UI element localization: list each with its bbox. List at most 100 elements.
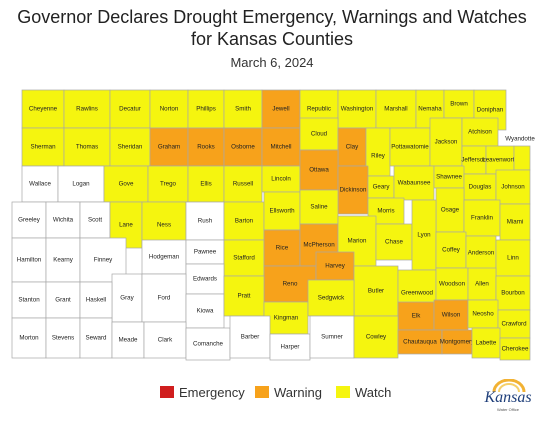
county-hodgeman: Hodgeman (141, 239, 187, 275)
county-lincoln: Lincoln (261, 165, 301, 193)
county-shape (499, 337, 531, 361)
county-label: Stevens (52, 335, 74, 342)
county-stevens: Stevens (45, 317, 81, 359)
county-gove: Gove (103, 165, 149, 203)
county-label: Trego (160, 181, 176, 188)
county-layer: Cheyenne Rawlins Decatur Norton Phillips Smit… (11, 89, 535, 361)
county-label: Crawford (501, 321, 527, 328)
county-shape (433, 299, 469, 331)
county-label: Logan (72, 181, 90, 188)
county-label: Harper (281, 344, 300, 351)
county-shape (497, 309, 531, 339)
map-title: Governor Declares Drought Emergency, War… (0, 6, 544, 50)
county-label: Cowley (366, 334, 387, 341)
county-shape (263, 229, 301, 267)
county-label: Osborne (231, 144, 255, 151)
county-shape (21, 127, 65, 167)
county-sherman: Sherman (21, 127, 65, 167)
county-label: Neosho (472, 311, 494, 318)
county-barton: Barton (223, 201, 265, 241)
county-label: Geary (373, 184, 391, 191)
county-kingman: Kingman (263, 301, 309, 335)
county-smith: Smith (223, 89, 263, 129)
county-shape (223, 89, 263, 129)
county-shape (299, 189, 339, 225)
county-label: Lincoln (271, 176, 291, 183)
county-shape (229, 315, 271, 359)
county-shape (513, 145, 531, 171)
county-label: Pawnee (194, 249, 217, 256)
county-label: Ottawa (309, 167, 329, 174)
county-shape (45, 201, 81, 239)
county-shape (143, 321, 187, 359)
county-ottawa: Ottawa (299, 149, 339, 191)
legend-label-watch: Watch (355, 384, 392, 400)
county-atchison: Atchison (461, 117, 499, 147)
county-wilson: Wilson (433, 299, 469, 331)
county-label: Wabaunsee (398, 180, 431, 187)
county-shape (263, 265, 317, 303)
county-shape (499, 203, 531, 241)
county-shape (495, 169, 531, 205)
county-montgomery: Montgomery (440, 329, 475, 355)
county-kiowa: Kiowa (185, 293, 225, 329)
legend-item-watch: Watch (336, 384, 391, 400)
county-shape (495, 275, 531, 311)
county-label: Wilson (442, 312, 461, 319)
county-label: Grant (55, 297, 71, 304)
county-label: Coffey (442, 247, 461, 254)
county-label: Johnson (501, 184, 525, 191)
county-leavenworth: Leavenworth (482, 145, 518, 175)
legend-label-emergency: Emergency (179, 384, 245, 400)
county-label: Jewell (272, 106, 289, 113)
legend-swatch-watch (336, 386, 350, 398)
county-harvey: Harvey (315, 251, 355, 281)
county-label: Graham (158, 144, 180, 151)
county-pawnee: Pawnee (185, 239, 225, 265)
county-label: Phillips (196, 106, 216, 113)
county-meade: Meade (111, 321, 145, 359)
county-shape (187, 127, 225, 167)
county-shape (299, 117, 339, 151)
county-label: Kearny (53, 257, 74, 264)
county-shape (141, 239, 187, 275)
county-label: Kiowa (197, 308, 214, 315)
county-label: Rooks (197, 144, 215, 151)
county-barber: Barber (229, 315, 271, 359)
county-elk: Elk (397, 301, 435, 331)
county-shawnee: Shawnee (433, 165, 465, 189)
county-shape (21, 165, 59, 203)
county-geary: Geary (367, 175, 395, 199)
county-washington: Washington (337, 89, 377, 129)
county-shape (471, 327, 501, 359)
county-label: Saline (310, 204, 328, 211)
county-logan: Logan (57, 165, 105, 203)
county-label: Morris (377, 208, 394, 215)
county-neosho: Neosho (467, 299, 499, 329)
county-trego: Trego (147, 165, 189, 203)
county-label: Barton (235, 218, 254, 225)
county-label: Edwards (193, 276, 217, 283)
title-line-1: Governor Declares Drought Emergency, War… (17, 7, 527, 27)
county-label: Haskell (86, 297, 106, 304)
county-label: Doniphan (477, 107, 504, 114)
county-label: Shawnee (436, 174, 462, 181)
county-label: Sheridan (118, 144, 143, 151)
county-shape (11, 237, 47, 283)
county-linn: Linn (495, 239, 531, 277)
county-label: Nemaha (418, 106, 442, 113)
county-cheyenne: Cheyenne (21, 89, 65, 129)
county-label: Allen (475, 281, 489, 288)
kansas-water-office-logo: Kansas Water Office (478, 379, 538, 413)
county-shape (263, 301, 309, 335)
county-shape (45, 237, 81, 283)
county-label: Ford (158, 295, 171, 302)
legend-swatch-emergency (160, 386, 174, 398)
county-osborne: Osborne (223, 127, 263, 167)
county-shape (185, 263, 225, 295)
county-label: McPherson (303, 242, 335, 249)
logo-subtext: Water Office (496, 407, 519, 412)
county-label: Greenwood (401, 290, 434, 297)
county-label: Ellis (200, 181, 211, 188)
county-shape (337, 89, 377, 129)
